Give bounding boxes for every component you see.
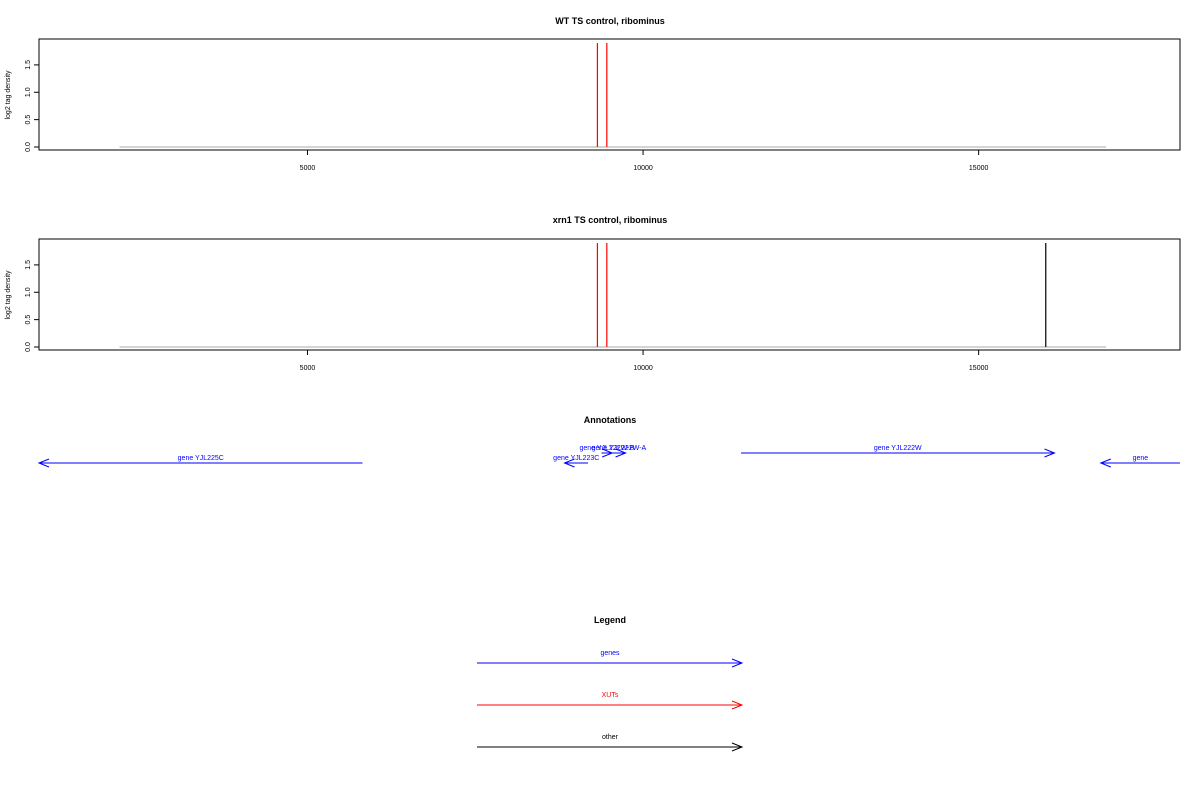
legend-arrowhead (731, 742, 744, 752)
legend-arrowhead (731, 700, 744, 710)
gene-arrowhead (563, 458, 575, 468)
panel-wt: WT TS control, ribominus log2 tag densit… (5, 16, 1181, 172)
y-tick-label: 0.5 (25, 115, 32, 125)
panel1-frame (38, 38, 1181, 151)
panel2-frame (38, 238, 1181, 351)
legend-panel: Legend genes XUTs other (477, 615, 744, 752)
y-tick-label: 1.0 (25, 87, 32, 97)
x-tick-label: 15000 (969, 165, 989, 172)
panel1-data (119, 43, 1107, 148)
legend-label: XUTs (602, 692, 619, 699)
y-tick-label: 1.0 (25, 287, 32, 297)
y-tick-label: 1.5 (25, 60, 32, 70)
panel2-axes: 5000 10000 15000 0.0 0.5 1.0 1.5 (25, 260, 988, 372)
gene-label: gene YJL222W-A (592, 445, 647, 452)
annotation-panel: Annotations gene YJL225C gene YJL223C gene… (37, 415, 1180, 468)
x-tick-label: 5000 (300, 165, 316, 172)
x-tick-label: 10000 (633, 365, 653, 372)
legend-title: Legend (594, 615, 626, 625)
y-tick-label: 0.0 (25, 342, 32, 352)
y-tick-label: 1.5 (25, 260, 32, 270)
legend-items: genes XUTs other (477, 650, 744, 752)
panel1-ylabel: log2 tag density (5, 70, 12, 120)
panel1-title: WT TS control, ribominus (555, 16, 665, 26)
gene-label: gene YJL225C (178, 455, 224, 462)
panel-xrn1: xrn1 TS control, ribominus log2 tag dens… (5, 215, 1181, 372)
gene-arrowhead (37, 458, 50, 468)
gene-label: gene (1133, 455, 1149, 462)
gene-label: gene YJL222W (874, 445, 922, 452)
gene-arrowhead (1044, 448, 1056, 458)
legend-label: other (602, 734, 619, 741)
gene-label: gene YJL222W-B (580, 445, 635, 452)
legend-label: genes (600, 650, 620, 657)
x-tick-label: 5000 (300, 365, 316, 372)
panel1-axes: 5000 10000 15000 0.0 0.5 1.0 1.5 (25, 60, 988, 172)
annotation-title: Annotations (584, 415, 637, 425)
panel2-data (119, 243, 1107, 348)
panel2-title: xrn1 TS control, ribominus (553, 215, 668, 225)
gene-arrowhead (1099, 458, 1111, 468)
gene-label: gene YJL223C (553, 455, 599, 462)
x-tick-label: 10000 (633, 165, 653, 172)
legend-arrowhead (731, 658, 744, 668)
x-tick-label: 15000 (969, 365, 989, 372)
y-tick-label: 0.5 (25, 315, 32, 325)
gene-arrowhead (615, 448, 627, 458)
y-tick-label: 0.0 (25, 142, 32, 152)
panel2-ylabel: log2 tag density (5, 270, 12, 320)
